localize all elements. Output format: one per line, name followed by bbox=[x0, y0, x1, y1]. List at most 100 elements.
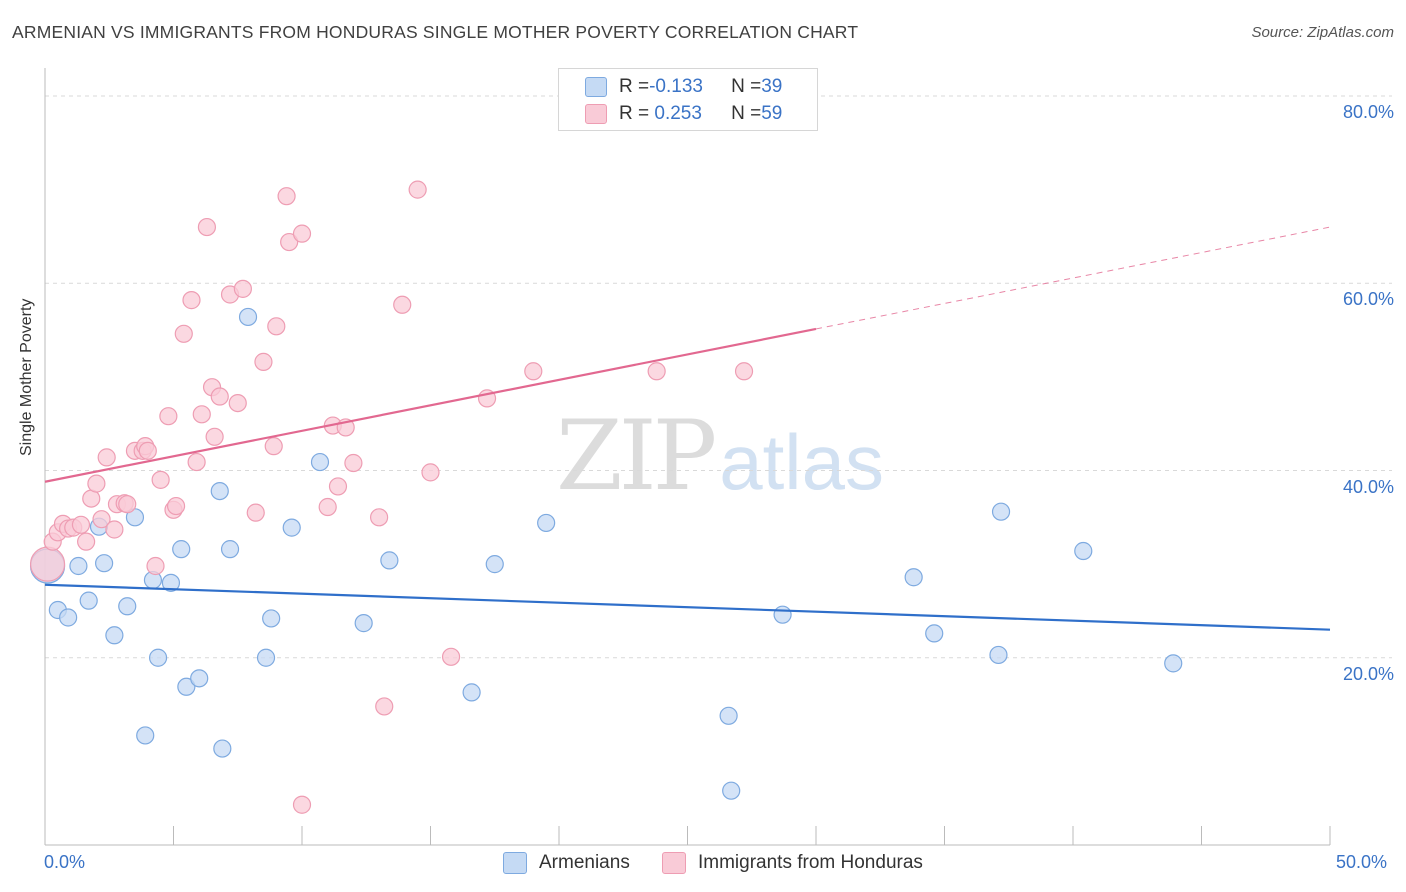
honduras-point bbox=[375, 697, 394, 716]
honduras-point bbox=[205, 427, 224, 446]
honduras-point bbox=[318, 497, 337, 517]
armenians-point bbox=[485, 555, 504, 574]
armenians-point bbox=[79, 591, 98, 610]
honduras-point bbox=[421, 463, 440, 482]
grid-lines bbox=[45, 95, 1392, 659]
honduras-point bbox=[197, 217, 217, 237]
honduras-point bbox=[71, 515, 91, 534]
honduras-point bbox=[118, 495, 137, 514]
armenians-point bbox=[719, 706, 738, 725]
honduras-point bbox=[292, 224, 312, 243]
honduras-points bbox=[29, 180, 754, 814]
honduras-point bbox=[264, 437, 283, 456]
honduras-point bbox=[87, 474, 106, 493]
honduras-point bbox=[233, 279, 252, 298]
armenians-point bbox=[148, 648, 168, 667]
honduras-point bbox=[734, 362, 754, 381]
honduras-point bbox=[647, 362, 666, 381]
x-tick-min: 0.0% bbox=[44, 852, 86, 872]
armenians-point bbox=[462, 683, 481, 702]
watermark: ZIPatlas bbox=[556, 400, 884, 512]
honduras-point bbox=[77, 532, 96, 551]
honduras-point bbox=[174, 324, 193, 343]
armenians-point bbox=[256, 648, 276, 667]
honduras-point bbox=[292, 795, 312, 814]
armenians-trend-line bbox=[44, 583, 1331, 631]
legend-row-armenians: R = -0.133 N = 39 bbox=[585, 75, 782, 99]
armenians-point bbox=[989, 645, 1008, 665]
honduras-point bbox=[159, 407, 178, 426]
armenians-point bbox=[95, 554, 114, 573]
honduras-point bbox=[138, 441, 157, 460]
honduras-point bbox=[328, 477, 348, 496]
honduras-point bbox=[151, 470, 170, 489]
armenians-points bbox=[29, 307, 1183, 800]
armenians-point bbox=[161, 573, 181, 592]
armenians-point bbox=[722, 781, 741, 800]
armenians-point bbox=[262, 609, 281, 628]
honduras-point bbox=[441, 647, 461, 666]
armenians-point bbox=[118, 597, 137, 616]
y-tick-label: 20.0% bbox=[1342, 663, 1394, 684]
y-axis-label: Single Mother Poverty bbox=[18, 298, 35, 456]
trend-lines bbox=[44, 226, 1331, 631]
armenians-point bbox=[1074, 541, 1093, 561]
armenians-point bbox=[105, 626, 124, 645]
armenians-point bbox=[282, 518, 301, 537]
honduras-swatch bbox=[585, 104, 607, 124]
source-label: Source: ZipAtlas.com bbox=[1251, 24, 1394, 41]
honduras-point bbox=[210, 387, 229, 406]
armenians-point bbox=[537, 513, 556, 533]
honduras-trend-extension bbox=[815, 226, 1331, 330]
honduras-trend-line bbox=[44, 327, 817, 483]
legend-item-honduras[interactable]: Immigrants from Honduras bbox=[662, 852, 923, 874]
armenians-point bbox=[177, 677, 196, 696]
armenians-point bbox=[190, 669, 209, 688]
armenians-point bbox=[210, 481, 229, 501]
bottom-legend: Armenians Immigrants from Honduras bbox=[0, 852, 1406, 878]
honduras-legend-swatch bbox=[662, 852, 686, 874]
honduras-point bbox=[97, 448, 116, 467]
honduras-point bbox=[277, 187, 296, 206]
armenians-point bbox=[220, 540, 240, 559]
armenians-point bbox=[69, 556, 88, 576]
y-tick-label: 40.0% bbox=[1342, 476, 1394, 497]
honduras-point bbox=[29, 546, 66, 582]
armenians-point bbox=[172, 540, 191, 559]
armenians-point bbox=[354, 614, 373, 633]
armenians-point bbox=[925, 624, 944, 643]
armenians-point bbox=[1164, 654, 1183, 673]
honduras-point bbox=[344, 453, 363, 473]
armenians-n-value: 39 bbox=[761, 76, 783, 97]
honduras-point bbox=[370, 508, 389, 527]
honduras-point bbox=[254, 352, 273, 371]
y-tick-label: 80.0% bbox=[1342, 102, 1394, 122]
armenians-point bbox=[59, 608, 78, 627]
armenians-point bbox=[310, 452, 330, 472]
honduras-n-value: 59 bbox=[761, 103, 783, 124]
honduras-point bbox=[192, 405, 211, 424]
armenians-point bbox=[136, 726, 155, 745]
honduras-point bbox=[105, 520, 124, 539]
axes bbox=[44, 68, 1331, 846]
honduras-point bbox=[228, 393, 247, 413]
honduras-r-value: 0.253 bbox=[649, 103, 702, 124]
stats-legend: R = -0.133 N = 39 R = 0.253 N = 59 bbox=[558, 68, 818, 131]
honduras-point bbox=[182, 291, 201, 310]
armenians-legend-swatch bbox=[503, 852, 527, 874]
honduras-point bbox=[246, 503, 265, 522]
honduras-point bbox=[187, 452, 206, 472]
honduras-point bbox=[267, 317, 286, 336]
honduras-point bbox=[146, 556, 165, 576]
y-tick-label: 60.0% bbox=[1342, 289, 1394, 310]
armenians-point bbox=[991, 502, 1011, 521]
armenians-point bbox=[213, 739, 232, 758]
armenians-point bbox=[904, 568, 923, 587]
armenians-point bbox=[238, 307, 258, 327]
chart-title: ARMENIAN VS IMMIGRANTS FROM HONDURAS SIN… bbox=[12, 22, 859, 42]
honduras-point bbox=[524, 362, 543, 381]
legend-row-honduras: R = 0.253 N = 59 bbox=[585, 102, 782, 126]
legend-item-armenians[interactable]: Armenians bbox=[503, 852, 630, 874]
armenians-point bbox=[773, 605, 792, 624]
